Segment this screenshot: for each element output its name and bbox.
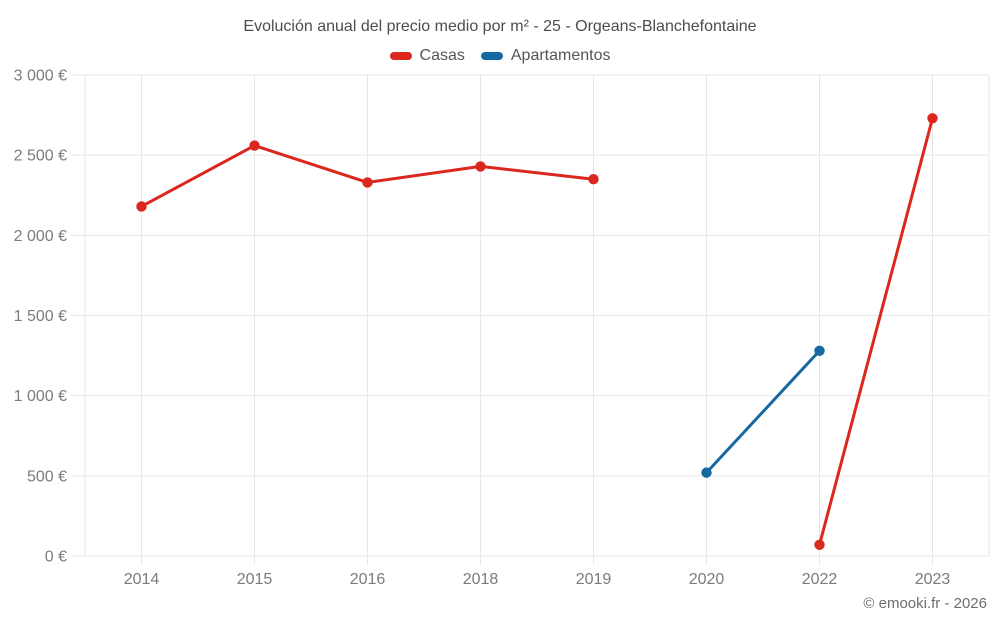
x-tick-label-2023: 2023 — [915, 571, 951, 588]
point-apartamentos-2020[interactable] — [701, 467, 712, 478]
chart-legend: Casas Apartamentos — [0, 46, 1000, 66]
legend-item-apartamentos[interactable]: Apartamentos — [480, 47, 611, 65]
x-tick-label-2015: 2015 — [237, 571, 273, 588]
line-apartamentos — [705, 349, 821, 475]
x-tick-label-2016: 2016 — [350, 571, 386, 588]
y-tick-label-0: 0 € — [45, 549, 67, 566]
point-casas-2015[interactable] — [249, 140, 260, 151]
chart-title: Evolución anual del precio medio por m² … — [243, 18, 757, 35]
y-tick-label-1500: 1 500 € — [14, 308, 67, 325]
point-casas-2014[interactable] — [136, 201, 147, 212]
x-tick-label-2022: 2022 — [802, 571, 838, 588]
y-tick-label-3000: 3 000 € — [14, 68, 67, 85]
x-tick-label-2019: 2019 — [576, 571, 612, 588]
legend-item-casas[interactable]: Casas — [389, 47, 465, 65]
legend-label-casas: Casas — [419, 47, 465, 64]
point-casas-2019[interactable] — [588, 174, 599, 185]
point-casas-2018[interactable] — [475, 161, 486, 172]
point-casas-2023[interactable] — [927, 113, 938, 124]
point-casas-2016[interactable] — [362, 177, 373, 188]
casas-series-swatch-icon — [389, 52, 412, 60]
x-tick-label-2020: 2020 — [689, 571, 725, 588]
legend-label-apartamentos: Apartamentos — [510, 47, 611, 64]
point-apartamentos-2022[interactable] — [814, 345, 825, 356]
point-casas-2022[interactable] — [814, 539, 825, 550]
y-tick-label-500: 500 € — [27, 468, 67, 485]
y-tick-label-2500: 2 500 € — [14, 148, 67, 165]
attribution: © emooki.fr - 2026 — [863, 595, 987, 612]
apartamentos-series-swatch-icon — [480, 52, 503, 60]
line-casas — [818, 116, 934, 547]
y-tick-label-2000: 2 000 € — [14, 228, 67, 245]
x-tick-label-2014: 2014 — [124, 571, 160, 588]
y-tick-label-1000: 1 000 € — [14, 388, 67, 405]
x-tick-label-2018: 2018 — [463, 571, 499, 588]
